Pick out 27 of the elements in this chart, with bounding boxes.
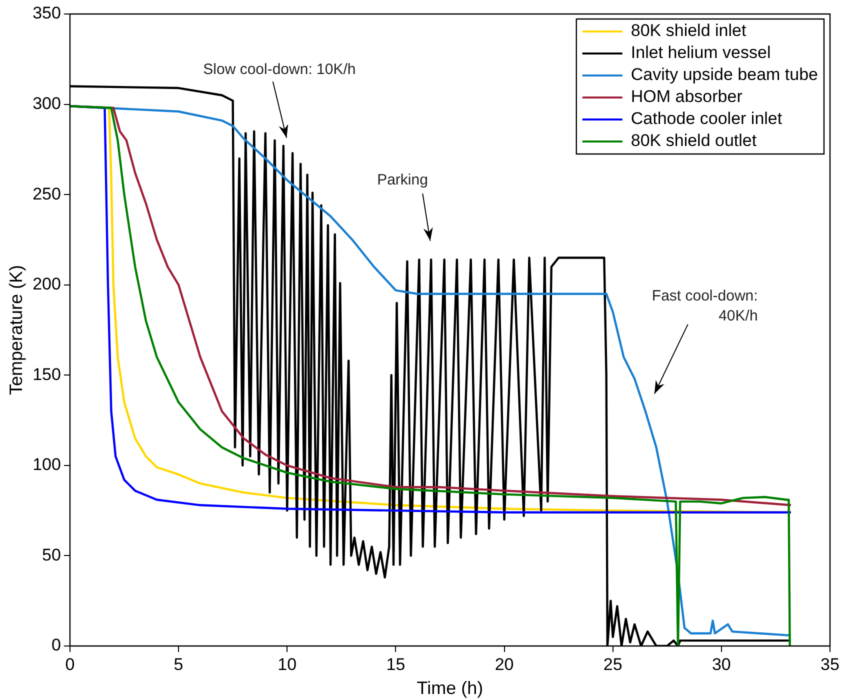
- x-tick-label: 35: [820, 654, 840, 674]
- legend-label: 80K shield inlet: [630, 21, 746, 40]
- legend-label: 80K shield outlet: [630, 131, 757, 150]
- x-tick-label: 20: [494, 654, 514, 674]
- x-tick-label: 5: [174, 654, 184, 674]
- x-tick-label: 10: [278, 654, 297, 674]
- annotation: Parking: [377, 171, 428, 188]
- legend-label: Cathode cooler inlet: [630, 109, 782, 128]
- x-axis-title: Time (h): [416, 678, 484, 698]
- x-tick-label: 15: [386, 654, 406, 674]
- legend-label: Inlet helium vessel: [630, 43, 771, 62]
- y-tick-label: 250: [32, 184, 61, 204]
- x-tick-label: 0: [65, 654, 75, 674]
- x-tick-label: 30: [712, 654, 731, 674]
- y-tick-label: 200: [32, 274, 61, 294]
- legend-label: HOM absorber: [630, 87, 743, 106]
- y-axis-title: Temperature (K): [6, 264, 26, 396]
- y-tick-label: 0: [51, 636, 61, 655]
- legend-label: Cavity upside beam tube: [630, 65, 818, 84]
- y-tick-label: 50: [42, 545, 61, 564]
- y-tick-label: 350: [32, 4, 61, 23]
- y-tick-label: 300: [32, 94, 61, 113]
- y-tick-label: 150: [32, 364, 61, 384]
- annotation: Slow cool-down: 10K/h: [203, 60, 356, 78]
- x-tick-label: 25: [603, 654, 622, 674]
- annotation: Fast cool-down: 40K/h: [652, 288, 758, 325]
- y-tick-label: 100: [32, 455, 61, 474]
